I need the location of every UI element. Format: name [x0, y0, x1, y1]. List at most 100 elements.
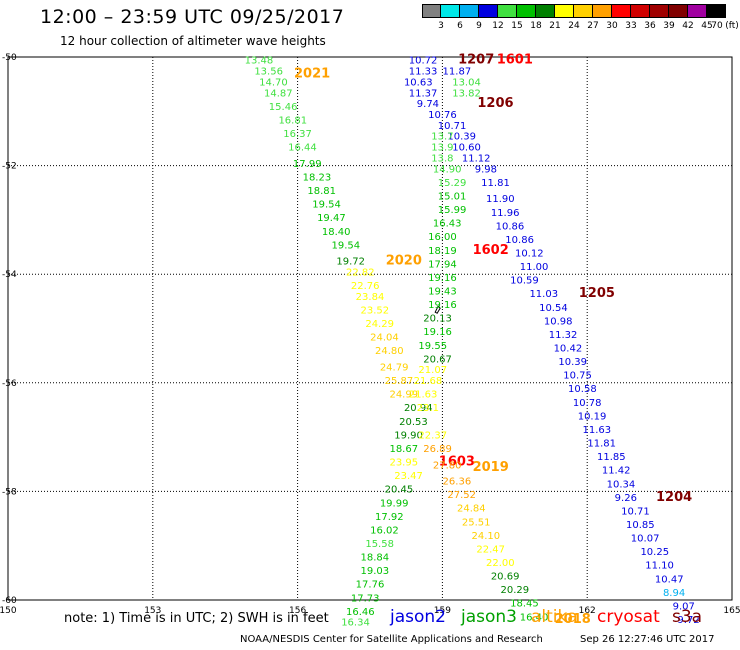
wave-height-label: 15.58	[365, 539, 394, 550]
wave-height-label: 10.72	[409, 56, 438, 67]
wave-height-label: 11.63	[583, 425, 612, 436]
wave-height-label: 21.63	[409, 390, 438, 401]
wave-height-label: 11.32	[549, 330, 578, 341]
wave-height-label: 24.80	[375, 346, 404, 357]
wave-height-label: 24.10	[472, 531, 501, 542]
wave-height-label: 10.42	[554, 344, 583, 355]
legend-tick-label: 21	[549, 21, 561, 31]
pass-time-label: 1205	[579, 286, 615, 301]
credit-text: NOAA/NESDIS Center for Satellite Applica…	[240, 634, 543, 645]
pass-time-label: 2019	[473, 460, 509, 475]
x-tick-label: 159	[434, 606, 451, 616]
pass-time-label: 1603	[439, 455, 475, 470]
wave-height-label: 20.94	[404, 403, 433, 414]
legend-swatch	[631, 4, 650, 18]
legend-tick-label: (ft)	[725, 21, 739, 31]
wave-height-label: 24.79	[380, 363, 409, 374]
pass-time-label: 1204	[656, 490, 692, 505]
legend-tick-label: 9	[476, 21, 482, 31]
wave-height-label: 22.82	[346, 267, 375, 278]
pass-time-label: 1601	[497, 53, 533, 68]
legend-tick-label: 70	[711, 21, 723, 31]
y-tick-label: -52	[2, 162, 17, 172]
wave-height-label: 15.46	[269, 102, 298, 113]
wave-height-label: 9.26	[615, 493, 637, 504]
y-tick-label: -54	[2, 270, 17, 280]
wave-height-label: 16.44	[288, 143, 317, 154]
wave-height-label: 10.63	[404, 77, 433, 88]
wave-height-label: 10.54	[539, 303, 568, 314]
legend-tick-label: 24	[568, 21, 580, 31]
wave-height-label: 22.37	[418, 430, 447, 441]
wave-height-label: 11.00	[520, 262, 549, 273]
wave-height-label: 10.98	[544, 316, 573, 327]
wave-height-label: 19.16	[428, 273, 457, 284]
wave-height-label: 20.69	[491, 572, 520, 583]
legend-tick-label: 15	[511, 21, 523, 31]
legend-swatch	[612, 4, 631, 18]
wave-height-label: 10.47	[655, 574, 684, 585]
legend-swatch	[422, 4, 441, 18]
wave-height-label: 18.19	[428, 246, 457, 257]
legend-swatch	[688, 4, 707, 18]
pass-time-label: 1207	[458, 53, 494, 68]
wave-height-label: 16.02	[370, 525, 399, 536]
legend-tick-label: 42	[682, 21, 694, 31]
wave-height-label: 21.07	[418, 365, 447, 376]
wave-height-label: 22.00	[486, 558, 515, 569]
legend-swatch	[498, 4, 517, 18]
timestamp-text: Sep 26 12:27:46 UTC 2017	[580, 634, 715, 645]
wave-height-label: 19.90	[394, 430, 423, 441]
wave-height-label: 19.54	[312, 200, 341, 211]
wave-height-label: 23.1	[417, 403, 439, 414]
wave-height-label: 9.98	[475, 164, 497, 175]
wave-height-label: 17.76	[356, 580, 385, 591]
pass-time-label: 2020	[386, 254, 422, 269]
legend-tick-label: 12	[492, 21, 504, 31]
legend-tick-label: 33	[625, 21, 637, 31]
legend-tick-label: 45	[701, 21, 713, 31]
legend-tick-label: 30	[606, 21, 618, 31]
wave-height-label: 17.99	[293, 159, 322, 170]
wave-height-label: 19.99	[380, 498, 409, 509]
map-subtitle: 12 hour collection of altimeter wave hei…	[60, 34, 326, 48]
legend-tick-label: 27	[587, 21, 599, 31]
wave-height-label: 19.54	[332, 240, 361, 251]
wave-height-label: 19.55	[418, 341, 447, 352]
x-tick-label: 162	[579, 606, 596, 616]
wave-height-label: 18.84	[361, 553, 390, 564]
legend-swatch	[460, 4, 479, 18]
wave-height-label: 18.45	[510, 599, 539, 610]
wave-height-label: 18.67	[389, 444, 418, 455]
wave-height-label: 23.52	[361, 305, 390, 316]
wave-height-label: 10.75	[563, 371, 592, 382]
wave-height-label: 19.72	[336, 257, 365, 268]
wave-height-label: 18.81	[307, 186, 336, 197]
y-tick-label: -56	[2, 379, 17, 389]
wave-height-label: 24.04	[370, 333, 399, 344]
wave-height-label: 16.81	[278, 115, 307, 126]
y-tick-label: -50	[2, 53, 17, 63]
wave-height-label: 14.70	[259, 77, 288, 88]
wave-height-label: 10.59	[510, 276, 539, 287]
satellite-jason3: jason3	[461, 607, 517, 627]
wave-height-label: 11.37	[409, 88, 438, 99]
satellite-s3a: s3a	[672, 607, 703, 627]
wave-height-label: 9.07	[673, 601, 695, 612]
wave-height-label: 19.16	[423, 327, 452, 338]
wave-height-label: 10.86	[496, 221, 525, 232]
wave-height-label: 9.72	[677, 615, 699, 626]
wave-height-label: 10.25	[640, 547, 669, 558]
island-outline	[434, 305, 441, 314]
x-tick-label: 150	[0, 606, 17, 616]
x-tick-label: 165	[723, 606, 740, 616]
wave-height-label: 20.53	[399, 417, 428, 428]
wave-height-label: 16.40	[520, 612, 549, 623]
wave-height-label: 10.78	[573, 398, 602, 409]
wave-height-label: 20.67	[423, 354, 452, 365]
map-frame	[7, 56, 733, 601]
footnote: note: 1) Time is in UTC; 2) SWH is in fe…	[64, 611, 329, 626]
legend-frame	[422, 4, 726, 18]
wave-height-label: 11.96	[491, 208, 520, 219]
